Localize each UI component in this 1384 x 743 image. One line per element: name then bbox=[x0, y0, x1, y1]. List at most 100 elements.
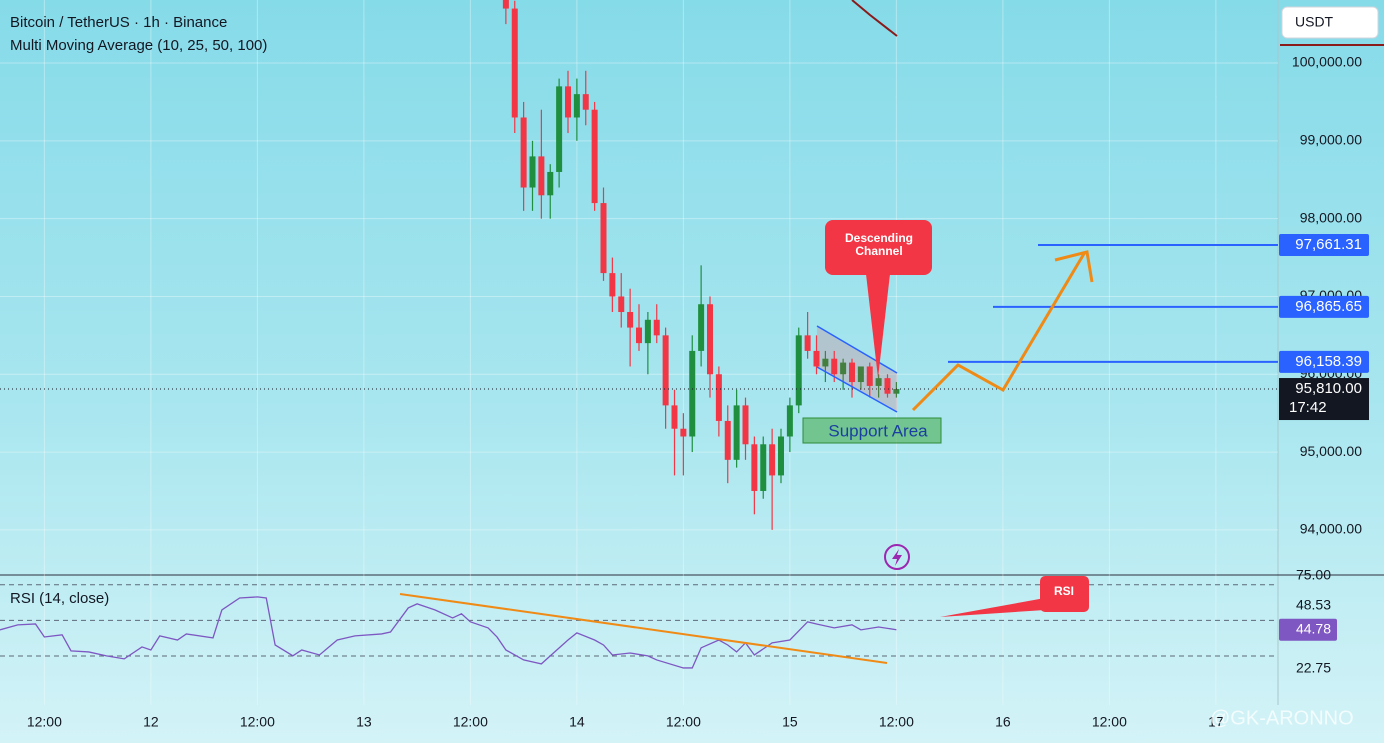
candle-body bbox=[831, 358, 838, 375]
candle-body bbox=[786, 405, 793, 437]
support-area bbox=[802, 417, 942, 444]
candle-body bbox=[893, 389, 900, 394]
x-tick-label: 12:00 bbox=[240, 714, 275, 730]
support-label: Support Area bbox=[828, 421, 928, 440]
candle-body bbox=[520, 117, 527, 188]
x-tick-label: 13 bbox=[356, 714, 372, 730]
candle-body bbox=[573, 94, 580, 118]
x-tick-label: 12:00 bbox=[1092, 714, 1127, 730]
candle-body bbox=[813, 350, 820, 367]
level-label: 96,158.39 bbox=[1295, 353, 1362, 370]
rsi-line bbox=[0, 596, 897, 669]
countdown: 17:42 bbox=[1289, 399, 1327, 416]
candle-body bbox=[547, 171, 554, 196]
rsi-callout-pointer bbox=[940, 598, 1045, 617]
candle-body bbox=[662, 335, 669, 406]
moving-average bbox=[851, 0, 898, 37]
candle-body bbox=[778, 436, 784, 476]
x-tick-label: 16 bbox=[995, 714, 1011, 730]
currency-label: USDT bbox=[1295, 14, 1334, 30]
candle-body bbox=[751, 444, 758, 491]
candle-body bbox=[840, 362, 847, 375]
candle-body bbox=[636, 327, 642, 344]
candle-body bbox=[857, 366, 864, 383]
y-tick-label: 94,000.00 bbox=[1300, 521, 1362, 537]
x-tick-label: 12:00 bbox=[879, 714, 914, 730]
x-tick-label: 17 bbox=[1208, 714, 1224, 730]
candle-body bbox=[884, 378, 891, 394]
level-box bbox=[1279, 350, 1369, 373]
candle-body bbox=[591, 109, 598, 204]
rsi-ma-label: 48.53 bbox=[1296, 597, 1331, 613]
candle-body bbox=[556, 86, 563, 172]
rsi-value-box bbox=[1279, 618, 1337, 641]
rsi-tick-label: 22.75 bbox=[1296, 660, 1331, 676]
y-tick-label: 98,000.00 bbox=[1300, 209, 1362, 225]
candle-body bbox=[618, 296, 625, 313]
candle-body bbox=[627, 312, 634, 328]
candle-body bbox=[769, 444, 776, 476]
rsi-callout-box bbox=[1040, 576, 1089, 612]
candle-body bbox=[733, 405, 740, 460]
alert-bolt bbox=[892, 549, 902, 566]
channel-line bbox=[816, 325, 898, 374]
candle-body bbox=[609, 273, 616, 297]
level-box bbox=[1279, 295, 1369, 318]
candle-body bbox=[715, 374, 722, 421]
candle-body bbox=[707, 304, 713, 375]
callout-box bbox=[825, 220, 932, 275]
watermark: @GK-ARONNO bbox=[1210, 707, 1354, 729]
candle-body bbox=[698, 304, 705, 351]
projection-arrow bbox=[1054, 250, 1094, 283]
callout-pointer bbox=[866, 274, 890, 378]
channel-fill bbox=[817, 326, 897, 412]
candle-body bbox=[724, 420, 731, 460]
candle-body bbox=[875, 378, 882, 386]
candle-body bbox=[822, 358, 829, 367]
chart-subtitle: Multi Moving Average (10, 25, 50, 100) bbox=[10, 37, 267, 54]
candle-body bbox=[742, 405, 749, 445]
x-tick-label: 12:00 bbox=[453, 714, 488, 730]
x-tick-label: 15 bbox=[782, 714, 798, 730]
candle-body bbox=[538, 156, 545, 196]
rsi-callout-label: RSI bbox=[1054, 584, 1074, 598]
candle-body bbox=[680, 428, 687, 437]
x-tick-label: 12 bbox=[143, 714, 159, 730]
y-tick-label: 95,000.00 bbox=[1300, 443, 1362, 459]
last-price-box bbox=[1279, 378, 1369, 421]
candle-body bbox=[565, 86, 571, 118]
candle-body bbox=[689, 350, 696, 437]
candle-body bbox=[644, 319, 651, 344]
candle-body bbox=[804, 335, 811, 351]
channel-line bbox=[816, 366, 898, 413]
candle-body bbox=[795, 335, 802, 406]
last-price-label: 95,810.00 bbox=[1295, 380, 1362, 397]
candle-body bbox=[529, 156, 536, 188]
candle-body bbox=[671, 405, 678, 429]
y-tick-label: 100,000.00 bbox=[1292, 54, 1362, 70]
callout-label: Descending Channel bbox=[844, 231, 913, 258]
level-box bbox=[1279, 233, 1369, 256]
alert-icon[interactable] bbox=[884, 544, 910, 570]
level-label: 96,865.65 bbox=[1295, 298, 1362, 315]
x-tick-label: 12:00 bbox=[27, 714, 62, 730]
x-tick-label: 14 bbox=[569, 714, 585, 730]
rsi-trendline bbox=[399, 593, 888, 664]
projection bbox=[911, 251, 1087, 412]
rsi-title: RSI (14, close) bbox=[10, 590, 109, 607]
rsi-tick-label: 75.00 bbox=[1296, 567, 1331, 583]
currency-button[interactable] bbox=[1281, 6, 1379, 39]
candle-body bbox=[600, 203, 607, 274]
candle-body bbox=[582, 94, 589, 110]
candle-body bbox=[866, 366, 873, 386]
candle-body bbox=[511, 8, 518, 118]
chart-title: Bitcoin / TetherUS · 1h · Binance bbox=[10, 14, 227, 31]
y-tick-label: 99,000.00 bbox=[1300, 132, 1362, 148]
rsi-value-label: 44.78 bbox=[1296, 620, 1331, 636]
x-tick-label: 12:00 bbox=[666, 714, 701, 730]
candle-body bbox=[502, 0, 509, 9]
level-label: 97,661.31 bbox=[1295, 236, 1362, 253]
candle-body bbox=[653, 319, 660, 336]
